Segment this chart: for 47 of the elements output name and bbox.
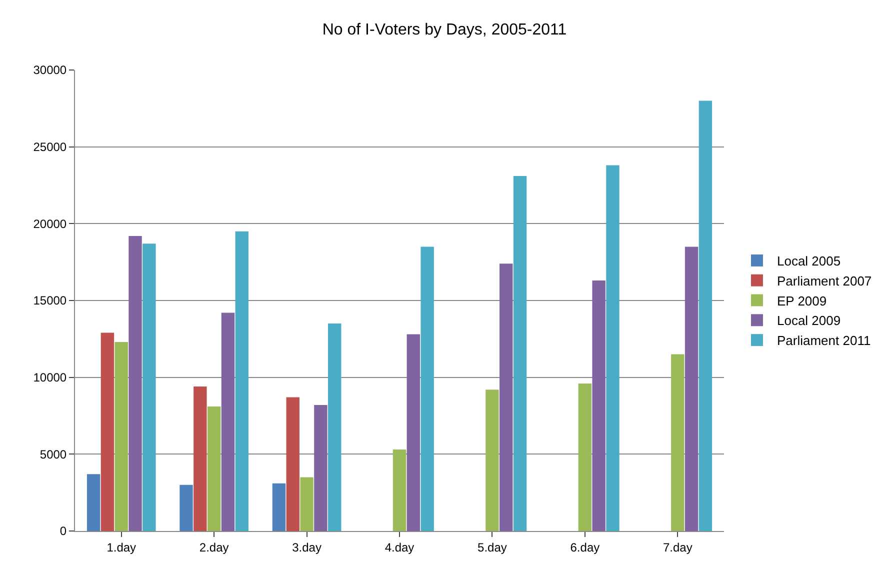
bar [592,280,606,531]
y-tick-label: 20000 [33,216,67,231]
x-tick-label: 7.day [662,540,692,554]
x-tick-label: 3.day [292,540,322,554]
y-tick-label: 5000 [40,447,67,462]
legend-label: Local 2009 [776,313,841,328]
y-tick-label: 15000 [33,294,67,308]
bar [300,477,314,531]
bar [578,383,592,531]
bar [128,236,142,531]
bar [420,246,434,531]
bar [486,390,499,531]
legend-label: EP 2009 [776,293,827,308]
x-tick-label: 2.day [199,540,229,554]
bar [142,244,156,531]
y-tick-label: 10000 [33,370,67,385]
x-tick-label: 6.day [570,540,600,554]
y-tick-label: 0 [60,524,67,538]
bar [328,324,342,531]
bar [286,397,300,531]
bar [392,450,406,531]
bar [314,404,328,531]
x-tick-label: 4.day [384,540,414,554]
bar [513,176,527,531]
bar [698,100,712,531]
legend-label: Parliament 2011 [776,333,871,348]
legend-label: Parliament 2007 [776,273,872,288]
bar [86,474,100,531]
bar [114,342,128,531]
x-tick-label: 5.day [478,540,507,554]
y-tick-label: 30000 [33,63,67,78]
bar [671,354,684,531]
bar [180,484,193,531]
bar [684,246,698,531]
chart-title: No of I-Voters by Days, 2005-2011 [322,21,567,38]
legend-label: Local 2005 [776,254,841,269]
bar [235,231,248,531]
bar [272,483,286,531]
bar [207,406,221,531]
bar [406,334,420,531]
bar [221,312,235,531]
x-tick-label: 1.day [106,540,136,554]
bar [194,386,207,531]
bar [100,332,114,531]
bar [500,264,513,531]
bar [606,165,620,531]
y-tick-label: 25000 [33,140,67,154]
